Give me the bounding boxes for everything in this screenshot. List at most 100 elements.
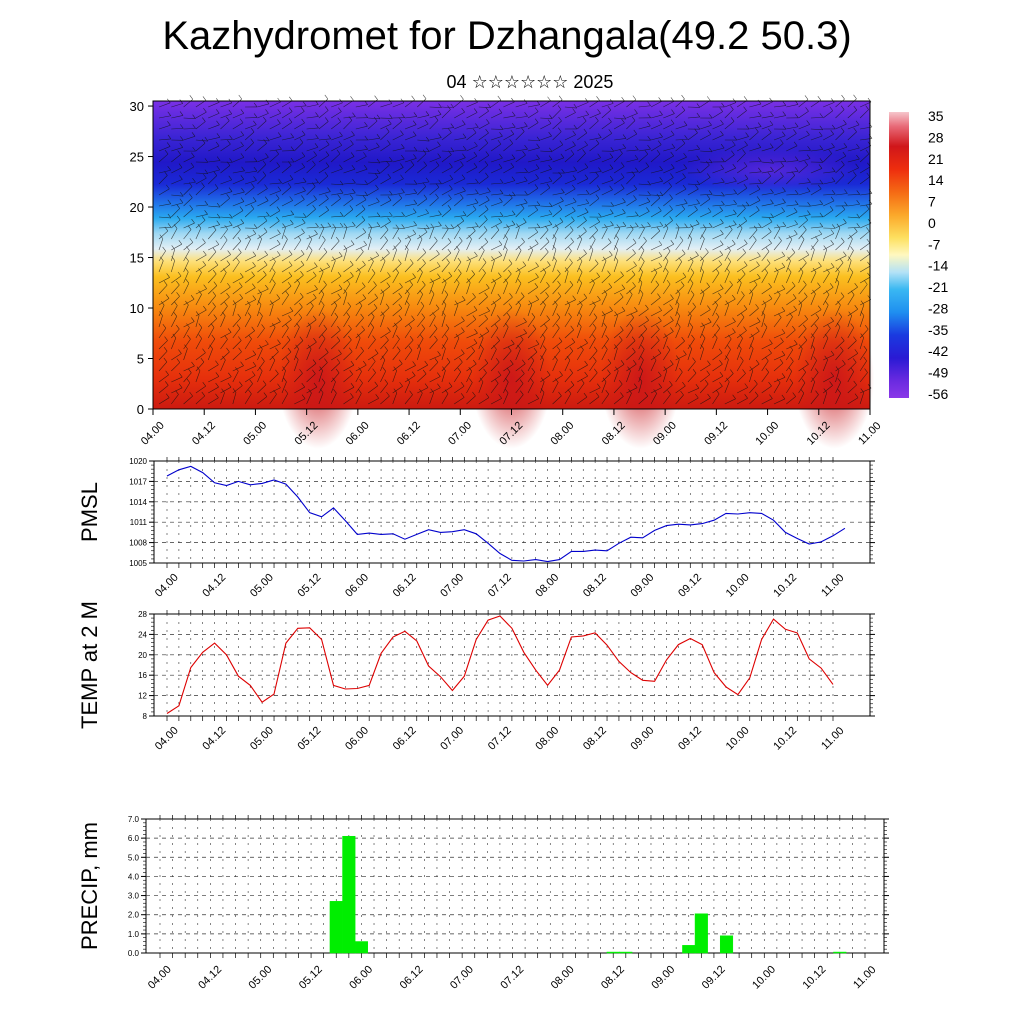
warm-column-2 <box>600 308 681 449</box>
xtick-label: 10.00 <box>724 572 752 600</box>
color-bar-label: -49 <box>928 365 948 381</box>
ytick-label: 1014 <box>129 498 147 507</box>
precip-mm-panel: 0.0 1.0 2.0 3.0 4.0 5.0 6.0 7.0 04.00 04.12 05.00 0… <box>77 815 889 992</box>
cross-section-xtick-label: 09.12 <box>702 420 730 448</box>
precip-bar <box>694 913 708 954</box>
xtick-label: 11.00 <box>819 572 846 599</box>
warm-column-3 <box>794 308 875 449</box>
xtick-label: 07.00 <box>438 572 466 600</box>
panel-frame <box>153 460 871 564</box>
cross-section-ytick-label: 25 <box>130 150 144 165</box>
wind-barbs <box>158 94 873 405</box>
ytick-label: 20 <box>138 651 147 660</box>
ytick-label: 1011 <box>130 518 148 527</box>
ytick-label: 7.0 <box>128 815 140 824</box>
cross-section-ytick-label: 5 <box>137 352 144 367</box>
ytick-label: 16 <box>138 671 147 680</box>
xtick-label: 10.00 <box>724 725 752 753</box>
color-bar-label: -42 <box>928 343 948 359</box>
xtick-label: 11.00 <box>819 725 846 752</box>
xtick-label: 05.12 <box>297 964 325 992</box>
xtick-label: 09.00 <box>649 964 677 992</box>
ytick-label: 8 <box>143 712 148 721</box>
xtick-label: 08.12 <box>599 964 627 992</box>
y-axis-label: PMSL <box>77 482 102 542</box>
xtick-label: 04.12 <box>196 964 224 992</box>
xtick-label: 08.00 <box>549 964 577 992</box>
ytick-label: 1.0 <box>128 930 140 939</box>
cross-section-ytick-label: 10 <box>130 301 144 316</box>
xtick-label: 06.00 <box>343 725 371 753</box>
xtick-label: 05.12 <box>296 572 324 600</box>
xtick-label: 04.00 <box>153 725 181 753</box>
ytick-label: 5.0 <box>128 853 140 862</box>
xtick-label: 04.12 <box>200 725 228 753</box>
ytick-label: 28 <box>138 610 147 619</box>
cross-section-xtick-label: 07.00 <box>446 420 474 448</box>
color-bar-label: 7 <box>928 194 936 210</box>
cross-section-xtick-label: 04.12 <box>190 420 218 448</box>
color-bar-label: -35 <box>928 322 948 338</box>
cold-patch <box>679 147 860 192</box>
cross-section-xtick-label: 10.00 <box>753 420 781 448</box>
ytick-label: 1020 <box>129 457 147 466</box>
xtick-label: 05.00 <box>248 725 276 753</box>
y-axis-label: TEMP at 2 M <box>77 601 102 729</box>
xtick-label: 07.12 <box>486 725 514 753</box>
xtick-label: 07.12 <box>486 572 514 600</box>
xtick-label: 06.00 <box>347 964 375 992</box>
cross-section-ytick-label: 0 <box>137 402 144 417</box>
precip-bar <box>329 901 343 954</box>
warm-column-1 <box>471 308 552 449</box>
precip-bar <box>719 935 734 954</box>
pmsl-panel: 1005 1008 1011 1014 1017 1020 04.00 04.12 05.00 0… <box>77 457 875 600</box>
warm-column-0 <box>277 308 358 449</box>
xtick-label: 05.12 <box>296 725 324 753</box>
ytick-label: 1017 <box>129 477 147 486</box>
color-bar-label: -56 <box>928 386 948 402</box>
temp-at-2-m-panel: 8 12 16 20 24 28 04.00 04.12 05.00 05.12 06.00 06.1… <box>77 601 875 753</box>
precip-bar <box>342 835 356 954</box>
cross-section-xtick-label: 08.00 <box>549 420 577 448</box>
ytick-label: 12 <box>138 692 147 701</box>
xtick-label: 05.00 <box>247 964 275 992</box>
color-bar-label: 28 <box>928 129 944 145</box>
xtick-label: 10.00 <box>750 964 778 992</box>
xtick-label: 09.12 <box>676 572 704 600</box>
ytick-label: 0.0 <box>128 949 140 958</box>
cross-section-xtick-label: 04.00 <box>139 420 167 448</box>
xtick-label: 07.12 <box>498 964 526 992</box>
color-bar-label: 14 <box>928 172 944 188</box>
ytick-label: 1008 <box>129 539 147 548</box>
color-bar-label: -28 <box>928 300 948 316</box>
cross-section-xtick-label: 06.12 <box>395 420 423 448</box>
precip-bar <box>682 945 696 954</box>
chart-title: Kazhydromet for Dzhangala(49.2 50.3) <box>162 14 852 58</box>
xtick-label: 09.00 <box>629 725 657 753</box>
cross-section-ytick-label: 30 <box>130 99 144 114</box>
xtick-label: 09.12 <box>700 964 728 992</box>
ytick-label: 1005 <box>129 559 147 568</box>
cross-section-ytick-label: 20 <box>130 200 144 215</box>
xtick-label: 09.00 <box>629 572 657 600</box>
xtick-label: 11.00 <box>851 964 878 991</box>
color-bar-label: -21 <box>928 279 948 295</box>
precip-bar <box>606 951 620 954</box>
panel-frame <box>145 818 885 954</box>
xtick-label: 06.12 <box>398 964 426 992</box>
color-bar-label: -14 <box>928 258 948 274</box>
xtick-label: 08.00 <box>533 572 561 600</box>
cross-section-xtick-label: 05.00 <box>241 420 269 448</box>
ytick-label: 4.0 <box>128 872 140 881</box>
series-line <box>166 615 834 714</box>
xtick-label: 10.12 <box>771 725 799 753</box>
color-bar-label: 21 <box>928 151 944 167</box>
series-line <box>166 465 846 563</box>
xtick-label: 10.12 <box>800 964 828 992</box>
xtick-label: 08.12 <box>581 572 609 600</box>
xtick-label: 07.00 <box>438 725 466 753</box>
color-bar <box>889 112 909 398</box>
xtick-label: 04.00 <box>146 964 174 992</box>
xtick-label: 06.12 <box>391 572 419 600</box>
